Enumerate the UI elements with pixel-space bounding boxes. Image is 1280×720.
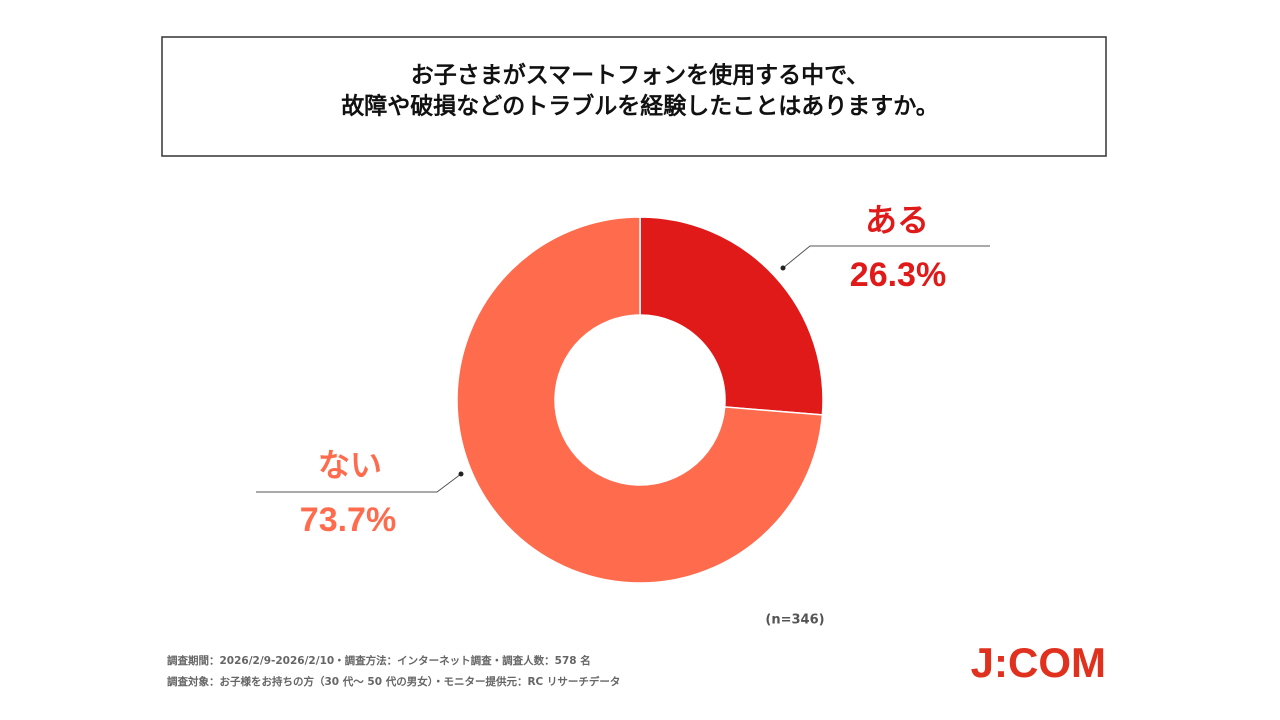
- value-label: 26.3%: [850, 256, 946, 294]
- leader-dot: [780, 265, 786, 271]
- footnote: 調査期間：2026/2/9-2026/2/10・調査方法：インターネット調査・調…: [167, 654, 591, 667]
- category-label: ある: [865, 201, 929, 239]
- leader-line: [782, 245, 990, 269]
- sample-note: (n=346): [765, 613, 824, 628]
- leader-dot: [458, 471, 464, 477]
- chart-title: お子さまがスマートフォンを使用する中で、: [411, 62, 869, 89]
- title-box: [161, 36, 1107, 157]
- value-label: 73.7%: [300, 501, 396, 539]
- donut-segment: [456, 216, 824, 584]
- chart-title: 故障や破損などのトラブルを経験したことはありますか。: [341, 93, 939, 120]
- leader-line: [256, 473, 462, 493]
- category-label: ない: [318, 446, 382, 484]
- footnote: 調査対象：お子様をお持ちの方（30 代～ 50 代の男女）・モニター提供元：RC…: [167, 675, 620, 688]
- logo: J:COM: [971, 639, 1106, 686]
- donut-segment: [639, 216, 824, 416]
